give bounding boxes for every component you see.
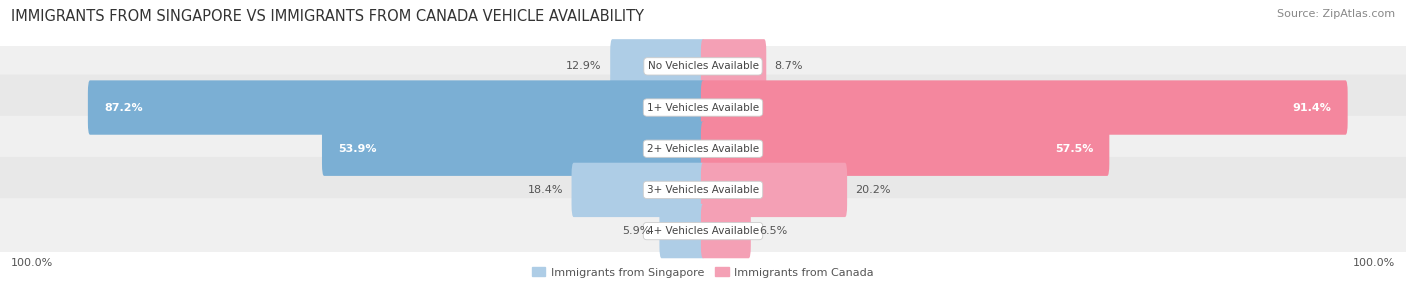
FancyBboxPatch shape — [700, 122, 1109, 176]
FancyBboxPatch shape — [659, 204, 706, 258]
FancyBboxPatch shape — [0, 198, 1406, 264]
Text: IMMIGRANTS FROM SINGAPORE VS IMMIGRANTS FROM CANADA VEHICLE AVAILABILITY: IMMIGRANTS FROM SINGAPORE VS IMMIGRANTS … — [11, 9, 644, 23]
Text: 4+ Vehicles Available: 4+ Vehicles Available — [647, 226, 759, 236]
FancyBboxPatch shape — [322, 122, 706, 176]
FancyBboxPatch shape — [610, 39, 706, 94]
Text: 12.9%: 12.9% — [567, 61, 602, 71]
FancyBboxPatch shape — [571, 163, 706, 217]
Text: 8.7%: 8.7% — [775, 61, 803, 71]
Text: 3+ Vehicles Available: 3+ Vehicles Available — [647, 185, 759, 195]
FancyBboxPatch shape — [700, 163, 846, 217]
FancyBboxPatch shape — [700, 204, 751, 258]
Text: 1+ Vehicles Available: 1+ Vehicles Available — [647, 103, 759, 112]
FancyBboxPatch shape — [700, 39, 766, 94]
Text: 2+ Vehicles Available: 2+ Vehicles Available — [647, 144, 759, 154]
Text: 57.5%: 57.5% — [1054, 144, 1094, 154]
FancyBboxPatch shape — [0, 75, 1406, 140]
Text: 20.2%: 20.2% — [855, 185, 891, 195]
FancyBboxPatch shape — [0, 157, 1406, 223]
Text: 5.9%: 5.9% — [623, 226, 651, 236]
Text: 91.4%: 91.4% — [1292, 103, 1331, 112]
FancyBboxPatch shape — [0, 116, 1406, 182]
FancyBboxPatch shape — [700, 80, 1348, 135]
Legend: Immigrants from Singapore, Immigrants from Canada: Immigrants from Singapore, Immigrants fr… — [531, 267, 875, 278]
FancyBboxPatch shape — [0, 33, 1406, 99]
Text: 87.2%: 87.2% — [104, 103, 142, 112]
FancyBboxPatch shape — [87, 80, 704, 135]
Text: 100.0%: 100.0% — [1353, 258, 1395, 268]
Text: 53.9%: 53.9% — [337, 144, 377, 154]
Text: No Vehicles Available: No Vehicles Available — [648, 61, 758, 71]
Text: Source: ZipAtlas.com: Source: ZipAtlas.com — [1277, 9, 1395, 19]
Text: 6.5%: 6.5% — [759, 226, 787, 236]
Text: 100.0%: 100.0% — [11, 258, 53, 268]
Text: 18.4%: 18.4% — [527, 185, 564, 195]
